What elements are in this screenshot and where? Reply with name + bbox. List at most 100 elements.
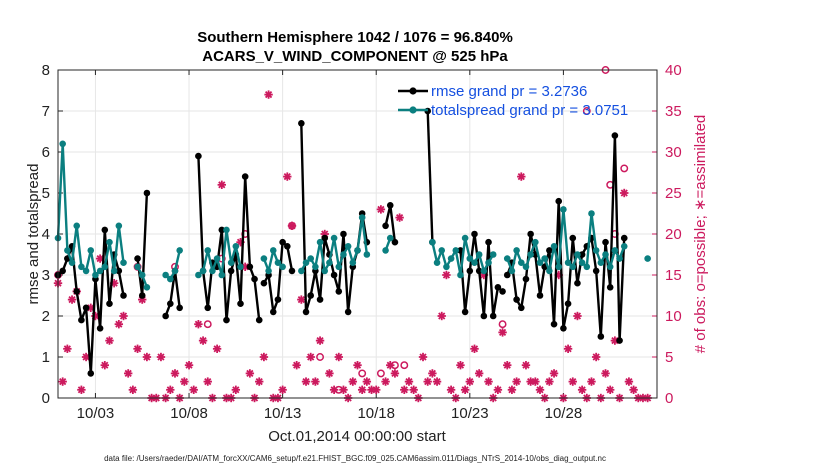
- rmse-point: [162, 312, 169, 320]
- spread-point: [96, 267, 104, 275]
- obs-assimilated-marker: [334, 352, 343, 362]
- spread-point: [227, 259, 235, 267]
- rmse-point: [564, 300, 572, 308]
- obs-assimilated-marker: [601, 369, 610, 378]
- obs-assimilated-marker: [395, 213, 404, 222]
- spread-point: [522, 263, 530, 271]
- rmse-point: [457, 247, 464, 254]
- obs-assimilated-marker: [283, 172, 292, 181]
- y-tick-label-left: 1: [42, 349, 50, 366]
- spread-point: [574, 251, 581, 258]
- spread-point: [578, 259, 586, 267]
- obs-assimilated-marker: [507, 385, 517, 394]
- spread-point: [134, 263, 141, 271]
- spread-point: [92, 271, 99, 279]
- spread-point: [592, 247, 600, 254]
- obs-possible-marker: [288, 221, 296, 230]
- rmse-point: [597, 333, 605, 340]
- obs-assimilated-marker: [77, 385, 86, 394]
- obs-possible-marker: [582, 107, 591, 115]
- rmse-point: [471, 230, 478, 238]
- obs-assimilated-marker: [474, 369, 484, 378]
- rmse-point: [616, 337, 623, 344]
- spread-point: [321, 267, 329, 275]
- rmse-point: [115, 267, 123, 275]
- spread-point: [176, 247, 183, 254]
- rmse-point: [494, 284, 502, 291]
- rmse-point: [555, 197, 563, 205]
- obs-assimilated-marker: [245, 369, 255, 378]
- spread-point: [489, 251, 497, 258]
- y-tick-label-left: 0: [42, 390, 50, 407]
- rmse-point: [550, 320, 558, 328]
- rmse-point: [321, 234, 329, 242]
- rmse-point: [611, 132, 619, 139]
- spread-point: [162, 271, 169, 279]
- obs-assimilated-marker: [428, 369, 437, 378]
- spread-point: [461, 234, 469, 242]
- obs-assimilated-marker: [315, 336, 325, 345]
- rmse-point: [143, 189, 151, 197]
- spread-point: [555, 263, 563, 271]
- spread-point: [302, 259, 310, 267]
- obs-possible-marker: [203, 320, 212, 329]
- obs-assimilated-marker: [114, 320, 124, 329]
- spread-point: [611, 247, 619, 254]
- obs-assimilated-marker: [423, 377, 432, 386]
- obs-assimilated-marker: [311, 377, 320, 386]
- obs-assimilated-marker: [292, 361, 301, 370]
- spread-point: [508, 267, 516, 275]
- rmse-point: [344, 308, 352, 316]
- spread-point: [606, 263, 614, 271]
- spread-point: [78, 263, 85, 271]
- spread-point: [354, 247, 361, 254]
- spread-point: [195, 271, 202, 279]
- obs-assimilated-marker: [568, 377, 577, 386]
- legend-rmse-label: rmse grand pr = 3.2736: [431, 83, 587, 100]
- obs-assimilated-marker: [624, 377, 634, 386]
- obs-assimilated-marker: [212, 344, 222, 353]
- spread-point: [433, 259, 441, 267]
- obs-possible-marker: [334, 385, 343, 394]
- obs-assimilated-marker: [264, 90, 273, 99]
- rmse-point: [302, 308, 310, 316]
- obs-assimilated-marker: [409, 385, 418, 394]
- spread-point: [330, 234, 338, 242]
- obs-assimilated-marker: [446, 385, 456, 394]
- spread-point: [120, 259, 127, 267]
- rmse-point: [480, 312, 488, 320]
- spread-point: [87, 247, 95, 254]
- rmse-point: [274, 296, 282, 303]
- spread-point: [620, 243, 628, 250]
- obs-assimilated-marker: [198, 336, 208, 345]
- spread-point: [644, 255, 651, 262]
- obs-assimilated-marker: [58, 377, 67, 386]
- obs-assimilated-marker: [517, 172, 526, 181]
- spread-point: [274, 259, 282, 267]
- x-tick-label: 10/13: [264, 405, 302, 422]
- rmse-point: [574, 279, 581, 287]
- obs-assimilated-marker: [297, 295, 306, 304]
- spread-point: [279, 263, 286, 271]
- spread-point: [349, 259, 357, 267]
- rmse-point: [218, 226, 226, 234]
- spread-point: [232, 243, 240, 250]
- spread-point: [68, 259, 76, 267]
- y-tick-label-right: 30: [665, 144, 682, 161]
- rmse-point: [316, 296, 324, 303]
- rmse-point: [560, 325, 567, 332]
- x-axis-label: Oct.01,2014 00:00:00 start: [268, 428, 446, 445]
- rmse-point: [223, 316, 230, 324]
- rmse-point: [461, 308, 469, 316]
- obs-assimilated-marker: [521, 361, 531, 370]
- obs-assimilated-marker: [563, 344, 573, 353]
- rmse-point: [246, 263, 254, 271]
- obs-possible-marker: [620, 164, 629, 173]
- y-tick-label-left: 8: [42, 62, 50, 79]
- obs-assimilated-marker: [535, 385, 545, 394]
- obs-assimilated-marker: [587, 377, 596, 386]
- rmse-point: [517, 304, 525, 312]
- rmse-point: [101, 226, 109, 234]
- y-tick-label-right: 0: [665, 390, 673, 407]
- rmse-point: [106, 300, 113, 308]
